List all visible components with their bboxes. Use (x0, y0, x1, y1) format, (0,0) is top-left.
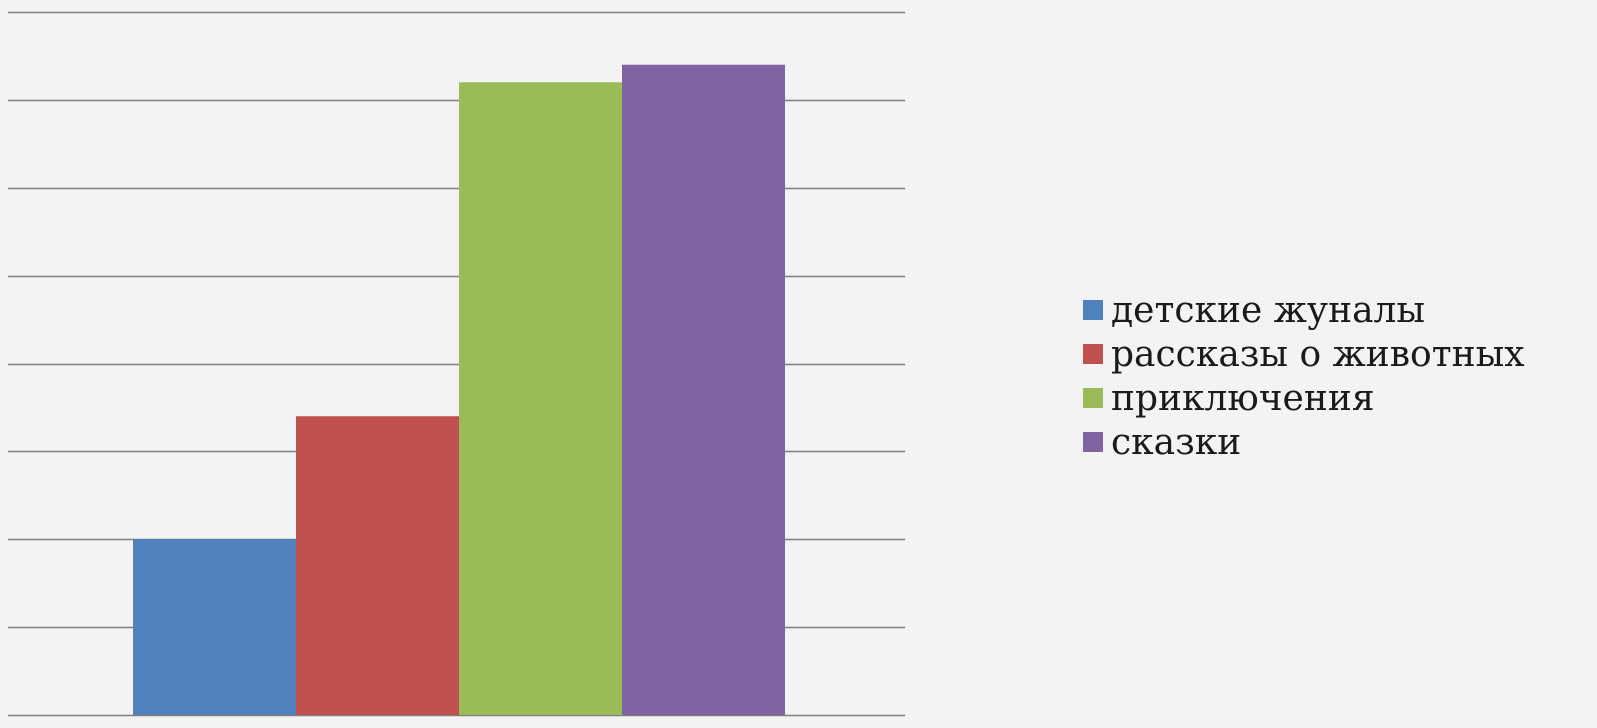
legend-label: сказки (1111, 421, 1242, 463)
bar-4 (622, 64, 785, 716)
legend-item: сказки (1083, 422, 1525, 463)
bars (133, 64, 785, 716)
legend-item: рассказы о животных (1083, 334, 1525, 375)
legend-item: приключения (1083, 378, 1525, 419)
legend-item: детские жуналы (1083, 290, 1525, 331)
legend-swatch (1083, 344, 1103, 364)
legend-label: детские жуналы (1111, 289, 1426, 331)
legend-swatch (1083, 432, 1103, 452)
legend-label: рассказы о животных (1111, 333, 1525, 375)
legend-swatch (1083, 300, 1103, 320)
legend-swatch (1083, 388, 1103, 408)
bar-2 (296, 416, 459, 715)
legend-label: приключения (1111, 377, 1375, 419)
bar-3 (459, 82, 622, 716)
bar-1 (133, 539, 296, 715)
legend: детские жуналы рассказы о животных приключ… (1083, 290, 1525, 471)
